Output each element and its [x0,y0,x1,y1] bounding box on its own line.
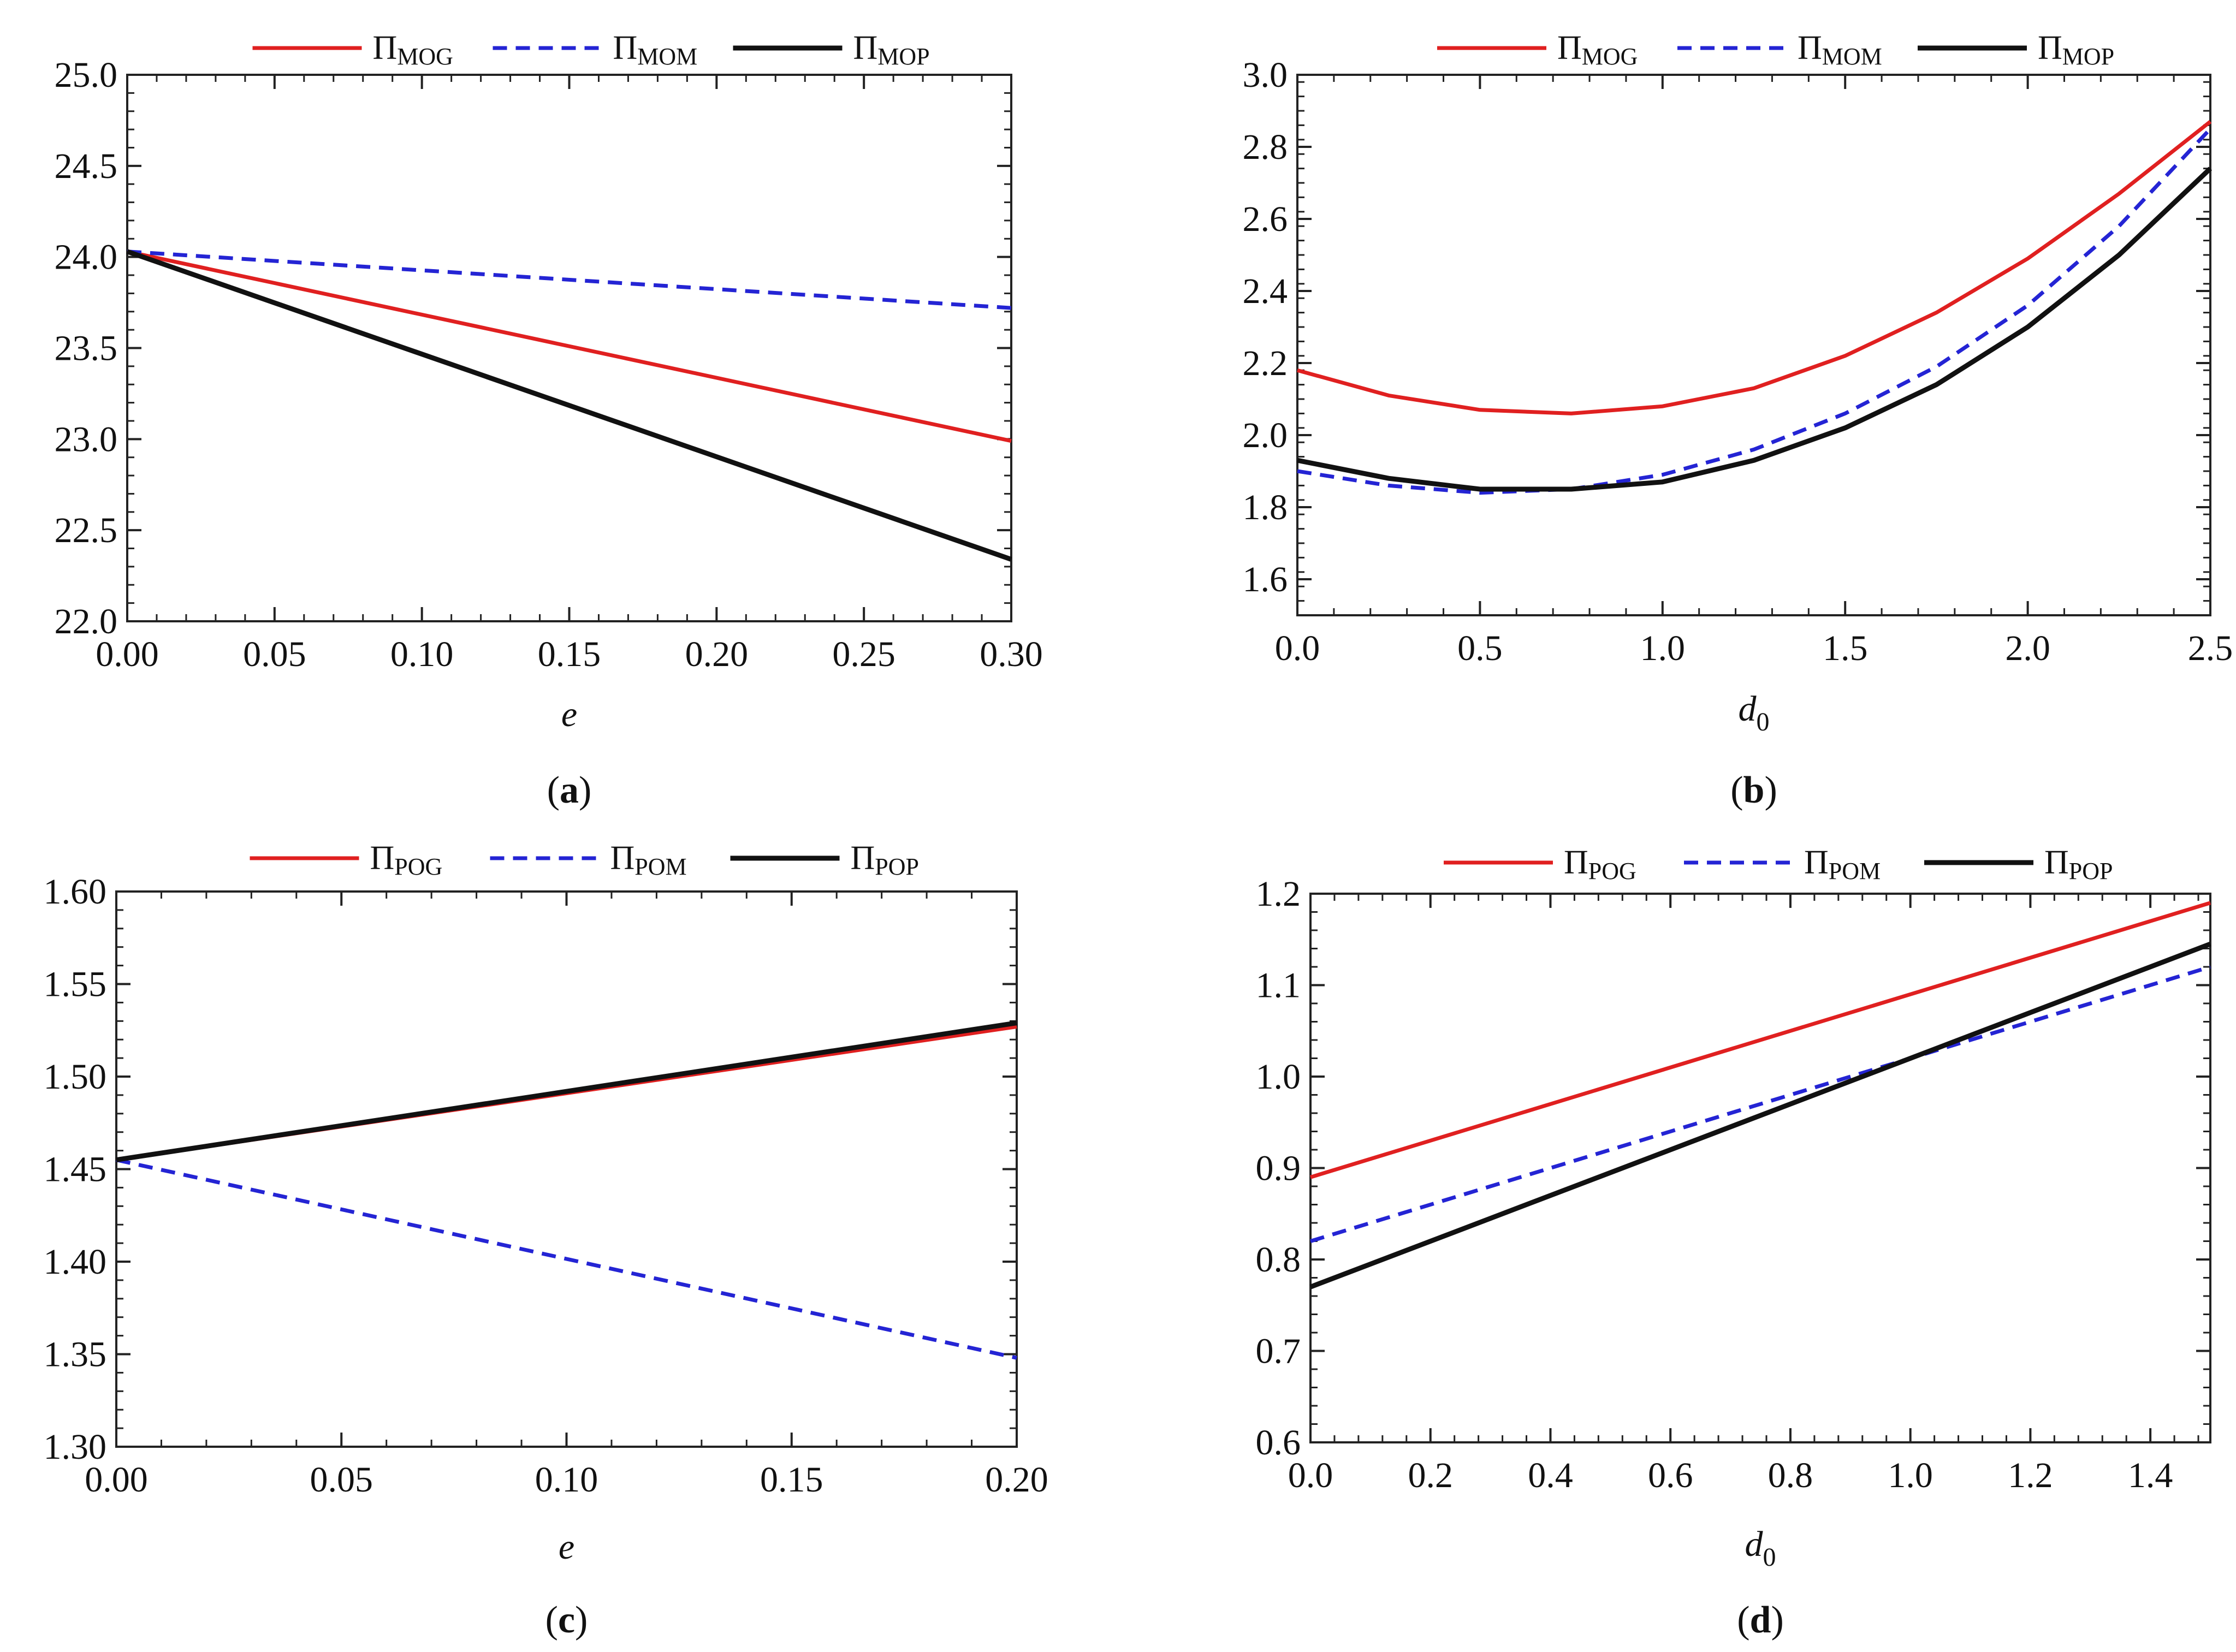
plot-frame [1296,74,2211,616]
x-tick-label: 0.10 [535,1460,598,1500]
series-line-pop [1309,941,2211,1289]
series-line-mop [1297,167,2213,492]
legend-label-mom: ΠMOM [1798,29,1882,70]
y-tick-label: 2.8 [1243,127,1288,167]
x-tick-label: 2.0 [2005,628,2050,668]
x-tick-label: 0.6 [1648,1455,1693,1495]
chart-panel-b: 0.0 0.5 1.0 1.5 2.0 2.5 1.6 1.8 2.0 2.2 2.4 2.6 2.8 3… [1243,29,2233,811]
x-tick-label: 0.0 [1288,1455,1333,1495]
legend-label-mop: ΠMOP [853,29,930,70]
y-tick-label: 1.50 [44,1057,107,1097]
y-tick-label: 3.0 [1243,55,1288,95]
y-tick-label: 0.6 [1256,1423,1301,1463]
x-tick-label: 0.15 [760,1460,823,1500]
y-tick-label: 1.40 [44,1242,107,1282]
plot-frame [1309,893,2211,1443]
x-tick-label: 0.25 [832,634,895,674]
x-tick-label: 0.00 [96,634,159,674]
x-tick-label: 1.4 [2128,1455,2173,1495]
y-tick-label: 24.5 [55,146,118,186]
series-line-mom [1297,127,2212,495]
legend-label-pop: ΠPOP [2044,844,2113,884]
panel-caption: (b) [1730,769,1777,811]
y-tick-label: 1.8 [1243,488,1288,527]
y-tick-label: 23.0 [55,419,118,459]
y-tick-label: 1.1 [1256,966,1301,1006]
y-tick-label: 1.2 [1256,874,1301,914]
series-line-mog [1297,120,2212,415]
legend-label-pop: ΠPOP [851,840,920,880]
chart-panel-a: 0.00 0.05 0.10 0.15 0.20 0.25 0.30 22.0 22.5 23.0… [55,29,1043,811]
plot-frame [115,890,1018,1448]
y-tick-label: 1.35 [44,1335,107,1375]
y-tick-label: 1.55 [44,965,107,1005]
x-tick-label: 0.5 [1457,628,1503,668]
y-tick-label: 24.0 [55,237,118,277]
y-tick-label: 25.0 [55,55,118,95]
series-line-pog [1309,901,2211,1179]
x-axis-title: e [559,1527,574,1567]
legend-label-mog: ΠMOG [1557,29,1638,70]
x-tick-label: 0.20 [985,1460,1048,1500]
y-tick-label: 1.6 [1243,560,1288,599]
x-tick-label: 2.5 [2188,628,2233,668]
legend-label-pom: ΠPOM [610,840,687,880]
x-axis-title: d0 [1745,1524,1776,1572]
series-line-pom [116,1158,1017,1360]
x-tick-label: 0.00 [85,1460,148,1500]
legend-label-pog: ΠPOG [370,840,443,880]
x-tick-label: 0.10 [390,634,454,674]
y-tick-label: 1.0 [1256,1057,1301,1097]
x-tick-label: 1.0 [1640,628,1686,668]
x-tick-label: 0.30 [980,634,1043,674]
series-line-mom [127,249,1012,310]
series-line-pom [1309,965,2211,1243]
x-tick-label: 0.0 [1275,628,1320,668]
x-tick-label: 0.8 [1768,1455,1813,1495]
y-tick-label: 2.6 [1243,199,1288,239]
panel-caption: (a) [547,769,592,811]
x-tick-label: 1.5 [1823,628,1868,668]
y-tick-label: 2.0 [1243,415,1288,455]
y-tick-label: 22.0 [55,602,118,641]
x-tick-label: 0.2 [1408,1455,1453,1495]
x-tick-label: 0.20 [685,634,749,674]
x-tick-label: 0.4 [1528,1455,1573,1495]
x-axis-title: d0 [1739,689,1770,736]
x-tick-label: 1.2 [2008,1455,2053,1495]
legend-label-pom: ΠPOM [1804,844,1881,884]
y-tick-label: 23.5 [55,329,118,369]
y-tick-label: 0.7 [1256,1332,1301,1371]
panel-caption: (c) [545,1599,588,1641]
chart-panel-d: 0.0 0.2 0.4 0.6 0.8 1.0 1.2 1.4 0.6 0.7 0.8 0.9 1.0 1… [1256,844,2211,1641]
series-line-pop [116,1020,1017,1163]
series-line-mop [126,249,1012,562]
x-tick-label: 0.15 [538,634,601,674]
y-tick-label: 0.8 [1256,1240,1301,1280]
x-axis-title: e [561,694,577,734]
y-tick-label: 0.9 [1256,1149,1301,1189]
legend-label-mog: ΠMOG [373,29,453,70]
y-tick-label: 1.45 [44,1150,107,1190]
y-tick-label: 2.4 [1243,271,1288,311]
y-tick-label: 1.30 [44,1427,107,1467]
x-tick-label: 0.05 [243,634,306,674]
x-tick-label: 0.05 [310,1460,373,1500]
y-tick-label: 1.60 [44,872,107,912]
panel-caption: (d) [1737,1599,1784,1641]
legend-label-mop: ΠMOP [2038,29,2114,70]
legend-label-pog: ΠPOG [1564,844,1636,884]
series-line-mog [127,249,1012,443]
x-tick-label: 1.0 [1888,1455,1933,1495]
y-tick-label: 22.5 [55,510,118,550]
legend-label-mom: ΠMOM [613,29,698,70]
y-tick-label: 2.2 [1243,343,1288,383]
chart-panel-c: 0.00 0.05 0.10 0.15 0.20 1.30 1.35 1.40 1.45 1.50… [44,840,1048,1641]
